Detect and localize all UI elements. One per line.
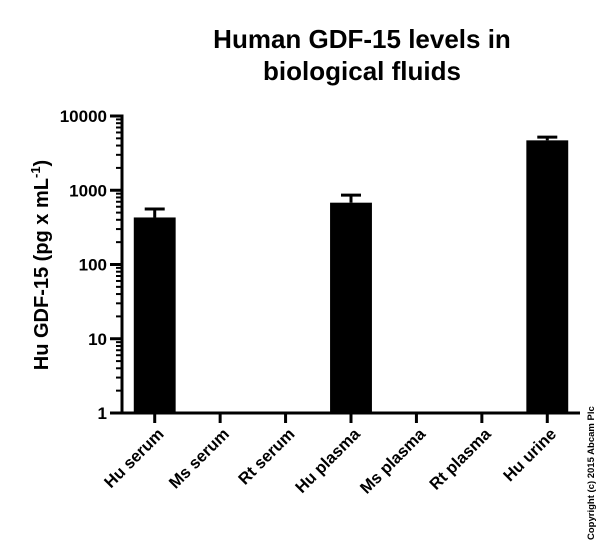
y-tick-label-1: 10 — [88, 330, 107, 349]
bar-6 — [526, 140, 569, 413]
y-tick-label-2: 100 — [79, 256, 107, 275]
y-axis-label-suffix: ) — [31, 160, 53, 167]
y-axis: 1 10 100 1000 10000 — [60, 107, 124, 423]
chart-title: Human GDF-15 levels in biological fluids — [213, 24, 511, 86]
bar-3 — [330, 202, 372, 413]
y-tick-label-4: 10000 — [60, 107, 107, 126]
x-tick-label-0: Hu serum — [101, 425, 168, 492]
x-tick-label-4: Ms plasma — [357, 425, 430, 498]
x-tick-label-1: Ms serum — [166, 425, 233, 492]
x-tick-label-6: Hu urine — [500, 425, 560, 485]
bar-0 — [133, 217, 176, 413]
y-axis-label-superscript: -1 — [28, 166, 43, 178]
x-tick-label-3: Hu plasma — [292, 425, 364, 497]
error-bars-group — [144, 135, 558, 218]
y-axis-label: Hu GDF-15 (pg x mL-1) — [28, 160, 53, 370]
chart-title-line-2: biological fluids — [263, 56, 461, 86]
y-tick-label-0: 1 — [98, 404, 107, 423]
y-axis-label-main: Hu GDF-15 (pg x mL — [31, 178, 53, 370]
x-tick-label-2: Rt serum — [235, 425, 298, 488]
copyright-text: Copyright (c) 2015 Abcam Plc — [586, 406, 597, 540]
chart-title-line-1: Human GDF-15 levels in — [213, 24, 511, 54]
x-tick-label-5: Rt plasma — [426, 425, 495, 494]
y-tick-label-3: 1000 — [69, 181, 107, 200]
bars-group — [133, 140, 569, 413]
